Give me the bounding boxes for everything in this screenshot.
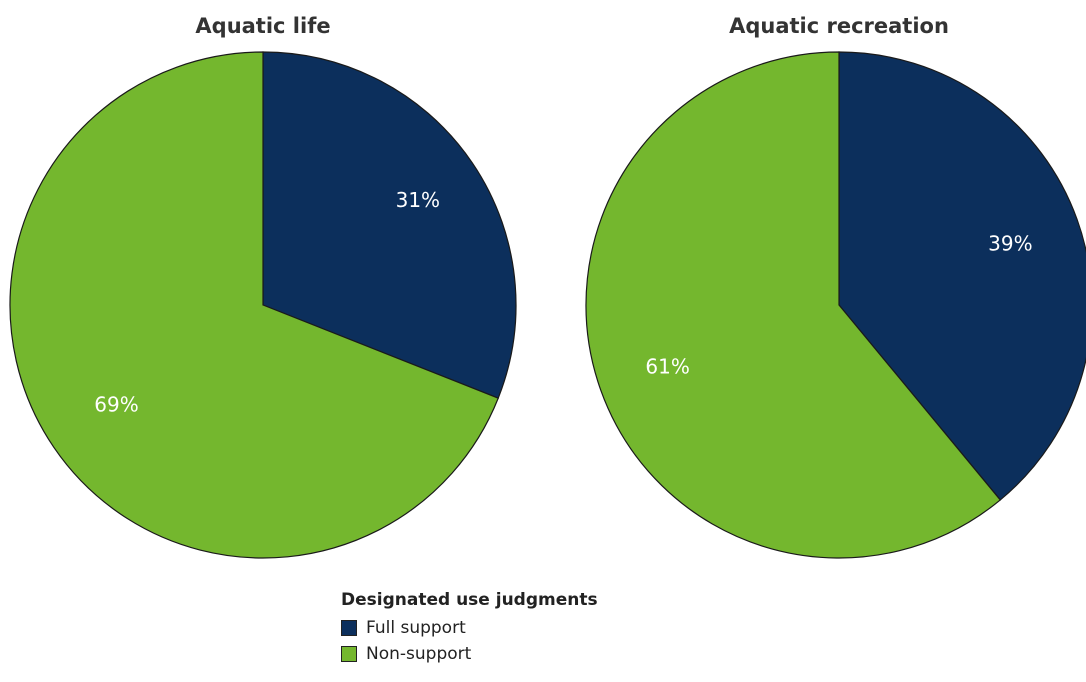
legend-title: Designated use judgments: [341, 590, 598, 610]
slice-label-aquatic-recreation-full-support: 39%: [988, 231, 1032, 255]
pie-slice-aquatic-life-full-support: [262, 51, 517, 399]
chart-title-aquatic-life: Aquatic life: [195, 14, 330, 38]
slice-label-aquatic-life-full-support: 31%: [396, 188, 440, 212]
slice-label-aquatic-life-non-support: 69%: [94, 393, 138, 417]
pie-slice-aquatic-life-non-support: [9, 51, 500, 559]
legend-label-full-support: Full support: [366, 618, 466, 638]
slice-label-aquatic-recreation-non-support: 61%: [645, 355, 689, 379]
legend-swatch-non-support: [341, 646, 357, 662]
pie-slice-aquatic-recreation-full-support: [838, 51, 1086, 501]
legend-label-non-support: Non-support: [366, 644, 472, 664]
legend-swatch-full-support: [341, 620, 357, 636]
legend: Designated use judgments Full support No…: [341, 590, 598, 667]
pie-slice-aquatic-recreation-non-support: [585, 51, 1002, 559]
chart-title-aquatic-recreation: Aquatic recreation: [729, 14, 949, 38]
pie-chart-aquatic-recreation: 39% 61% Aquatic recreation: [585, 14, 1086, 559]
pie-chart-aquatic-life: 31% 69% Aquatic life: [9, 14, 517, 559]
legend-item-non-support: Non-support: [341, 641, 598, 667]
legend-item-full-support: Full support: [341, 615, 598, 641]
